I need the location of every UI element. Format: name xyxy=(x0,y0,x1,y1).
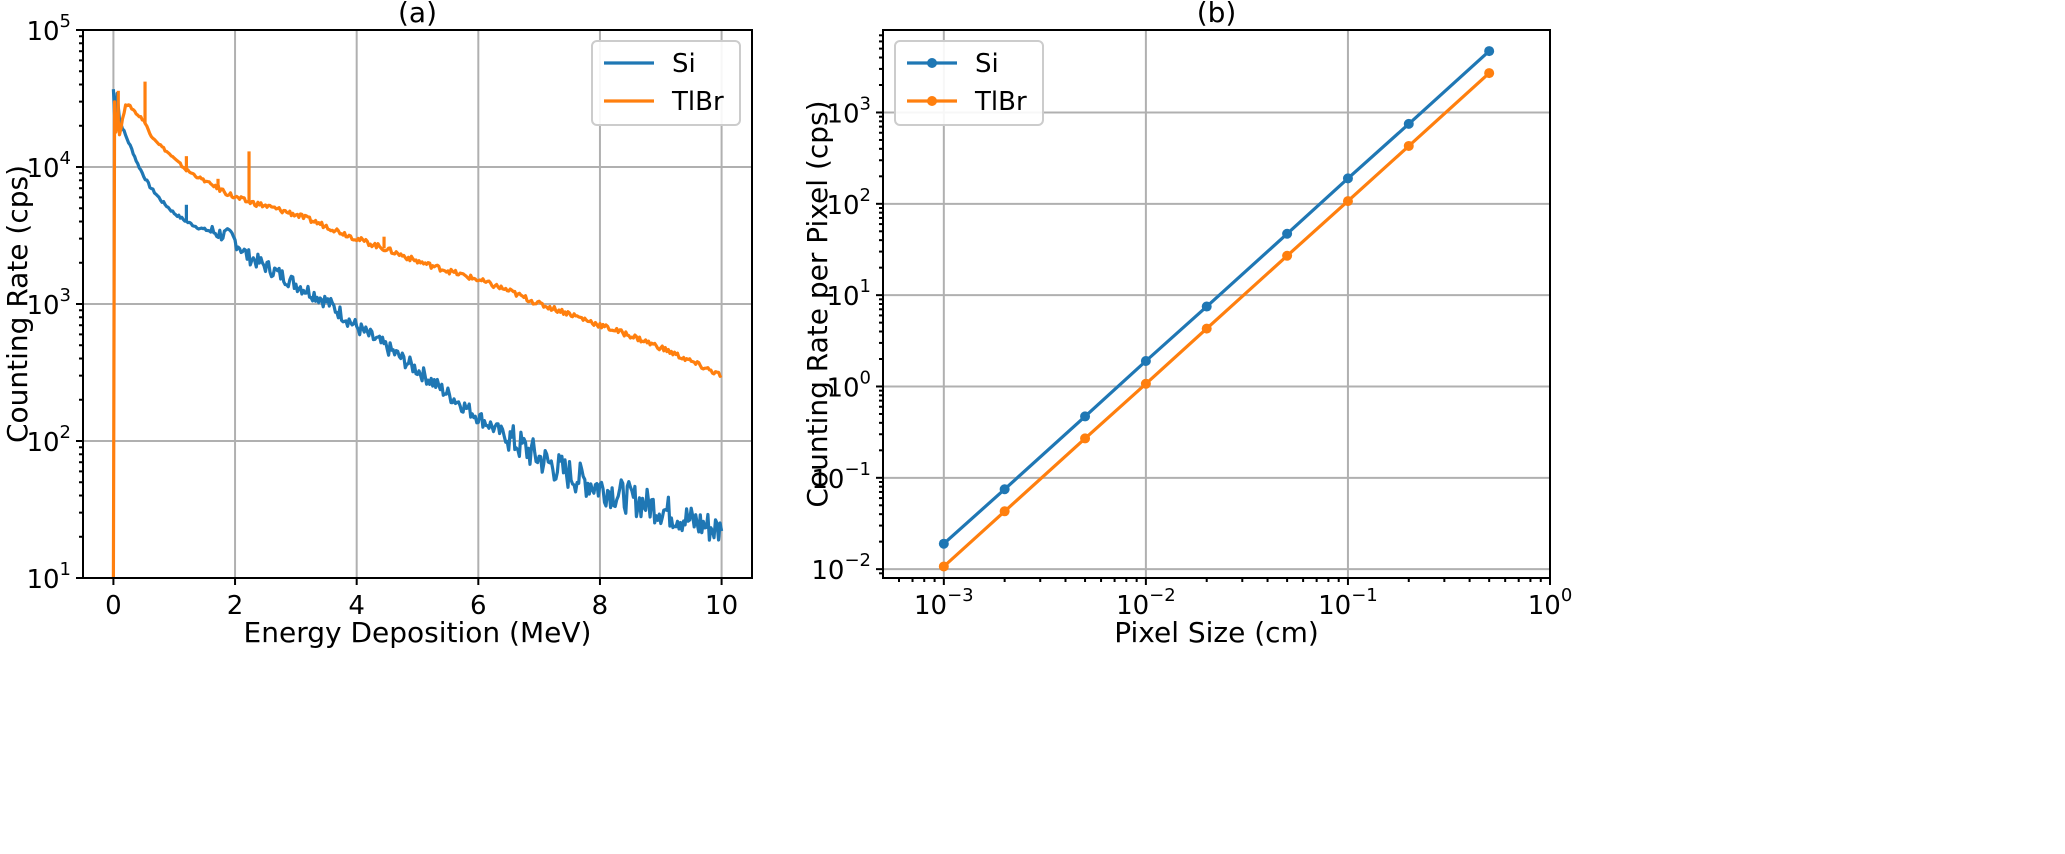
series-line-tlbr xyxy=(111,100,723,578)
y-tick-label-exponent: 4 xyxy=(60,148,71,169)
y-tick-label: 101 xyxy=(826,276,871,312)
y-tick-label: 103 xyxy=(826,93,871,129)
y-tick-label: 10−1 xyxy=(811,459,871,495)
data-layer xyxy=(938,46,1495,572)
x-tick-label: 10−2 xyxy=(1116,585,1176,621)
x-axis-label: Pixel Size (cm) xyxy=(1114,616,1319,649)
y-tick-label: 100 xyxy=(826,367,871,403)
y-tick-label-exponent: 2 xyxy=(860,185,871,206)
y-tick-label: 101 xyxy=(26,559,71,595)
legend: Si TlBr xyxy=(591,40,741,126)
y-tick-label-exponent: 3 xyxy=(60,285,71,306)
y-tick-label-base: 10 xyxy=(26,291,59,321)
data-point-si xyxy=(1484,46,1495,57)
x-tick-label-exponent: −2 xyxy=(1149,585,1176,606)
y-tick-label-exponent: 0 xyxy=(860,367,871,388)
data-point-tlbr xyxy=(938,561,949,572)
data-layer xyxy=(111,81,724,578)
x-tick-label-exponent: 0 xyxy=(1561,585,1572,606)
data-point-si xyxy=(1201,301,1212,312)
x-tick-label: 100 xyxy=(1528,585,1573,621)
chart-title: (b) xyxy=(1197,0,1237,29)
y-tick-label-base: 10 xyxy=(811,465,844,495)
y-tick-label-base: 10 xyxy=(26,565,59,595)
data-point-si xyxy=(999,484,1010,495)
series-line-si xyxy=(111,89,724,542)
data-point-si xyxy=(1282,228,1293,239)
legend-marker-si xyxy=(927,58,937,68)
y-tick-label-base: 10 xyxy=(826,99,859,129)
y-tick-label-base: 10 xyxy=(26,154,59,184)
y-tick-label-exponent: 3 xyxy=(860,93,871,114)
x-tick-label-base: 10 xyxy=(914,591,947,621)
y-tick-label-base: 10 xyxy=(826,282,859,312)
data-point-tlbr xyxy=(999,506,1010,517)
data-point-tlbr xyxy=(1282,250,1293,261)
x-tick-label: 10 xyxy=(705,591,738,621)
y-tick-label-exponent: 1 xyxy=(60,559,71,580)
x-tick-label: 10−3 xyxy=(914,585,974,621)
y-tick-label: 10−2 xyxy=(811,550,871,586)
x-tick-label-exponent: −3 xyxy=(947,585,974,606)
x-tick-label-base: 10 xyxy=(1318,591,1351,621)
legend-label-tlbr: TlBr xyxy=(974,87,1027,117)
data-point-tlbr xyxy=(1201,323,1212,334)
data-point-si xyxy=(938,538,949,549)
legend-label-tlbr: TlBr xyxy=(671,87,724,117)
y-tick-label: 103 xyxy=(26,285,71,321)
x-tick-label: 4 xyxy=(348,591,365,621)
data-point-tlbr xyxy=(1140,378,1151,389)
x-tick-label: 2 xyxy=(227,591,244,621)
plot-frame xyxy=(882,29,1551,579)
legend-label-si: Si xyxy=(975,49,999,79)
y-tick-label-base: 10 xyxy=(26,428,59,458)
y-tick-label-base: 10 xyxy=(811,556,844,586)
y-axis-label: Counting Rate per Pixel (cps) xyxy=(801,100,834,507)
x-tick-label: 0 xyxy=(105,591,122,621)
y-tick-label-base: 10 xyxy=(826,373,859,403)
y-tick-label: 102 xyxy=(26,422,71,458)
data-point-tlbr xyxy=(1080,433,1091,444)
y-tick-label-base: 10 xyxy=(826,191,859,221)
legend-marker-tlbr xyxy=(927,96,937,106)
x-tick-label: 6 xyxy=(470,591,487,621)
x-tick-label: 10−1 xyxy=(1318,585,1378,621)
y-tick-label-exponent: 1 xyxy=(860,276,871,297)
x-tick-label-base: 10 xyxy=(1528,591,1561,621)
data-point-si xyxy=(1080,411,1091,422)
y-tick-label-exponent: 5 xyxy=(60,11,71,32)
data-point-si xyxy=(1403,118,1414,129)
x-tick-label-base: 10 xyxy=(1116,591,1149,621)
y-axis-label: Counting Rate (cps) xyxy=(1,165,34,443)
x-axis-label: Energy Deposition (MeV) xyxy=(244,616,592,649)
data-point-tlbr xyxy=(1342,196,1353,207)
y-tick-label-exponent: 2 xyxy=(60,422,71,443)
y-tick-label: 104 xyxy=(26,148,71,184)
plot-frame xyxy=(82,29,753,579)
legend: Si TlBr xyxy=(894,40,1044,126)
chart-panel-b: 10−3 10−2 10−1 10010−210−1100101102103(b)Pi… xyxy=(801,0,1572,649)
data-point-tlbr xyxy=(1484,68,1495,79)
chart-title: (a) xyxy=(398,0,437,29)
data-point-si xyxy=(1140,356,1151,367)
y-tick-label-exponent: −1 xyxy=(844,459,871,480)
x-tick-label: 8 xyxy=(592,591,609,621)
y-tick-label: 105 xyxy=(26,11,71,47)
y-tick-label-exponent: −2 xyxy=(844,550,871,571)
data-point-si xyxy=(1342,173,1353,184)
y-tick-label-base: 10 xyxy=(26,17,59,47)
y-tick-label: 102 xyxy=(826,185,871,221)
data-point-tlbr xyxy=(1403,140,1414,151)
legend-label-si: Si xyxy=(672,49,696,79)
x-tick-label-exponent: −1 xyxy=(1351,585,1378,606)
